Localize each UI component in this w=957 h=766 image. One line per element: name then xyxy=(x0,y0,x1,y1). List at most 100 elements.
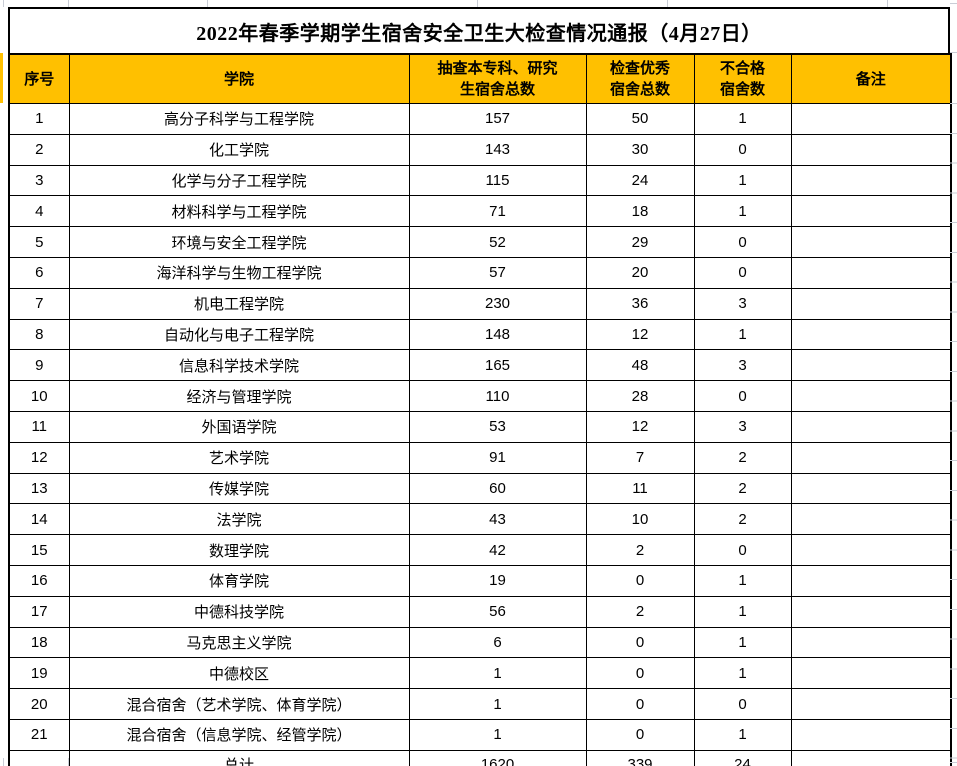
cell-college: 法学院 xyxy=(68,503,410,536)
cell-remark xyxy=(790,564,952,597)
cell-checked: 42 xyxy=(408,534,587,566)
cell-college: 信息科学技术学院 xyxy=(68,349,410,382)
cell-failed: 0 xyxy=(693,688,792,720)
cell-checked: 6 xyxy=(408,626,587,659)
cell-excellent: 0 xyxy=(585,564,695,597)
cell-failed: 1 xyxy=(693,626,792,659)
cell-checked: 148 xyxy=(408,318,587,351)
cell-college: 化学与分子工程学院 xyxy=(68,164,410,197)
cell-checked: 157 xyxy=(408,103,587,135)
cell-no: 16 xyxy=(8,564,70,597)
cell-checked: 56 xyxy=(408,595,587,628)
cell-no: 10 xyxy=(8,380,70,412)
cell-checked: 1 xyxy=(408,657,587,690)
cell-college: 艺术学院 xyxy=(68,441,410,474)
cell-failed: 1 xyxy=(693,718,792,751)
cell-excellent: 50 xyxy=(585,103,695,135)
header-cell-remark: 备注 xyxy=(790,53,952,104)
header-row: 序号 学院 抽查本专科、研究 生宿舍总数 检查优秀 宿舍总数 不合格 宿舍数 备… xyxy=(8,53,952,104)
gridline-tick xyxy=(950,762,957,763)
cell-excellent: 7 xyxy=(585,441,695,474)
header-cell-checked: 抽查本专科、研究 生宿舍总数 xyxy=(408,53,587,104)
header-cell-failed: 不合格 宿舍数 xyxy=(693,53,792,104)
cell-remark xyxy=(790,626,952,659)
cell-remark xyxy=(790,349,952,382)
cell-remark xyxy=(790,595,952,628)
table-row: 13 传媒学院 60 11 2 xyxy=(8,472,952,505)
table-row: 15 数理学院 42 2 0 xyxy=(8,534,952,566)
table-row: 20 混合宿舍（艺术学院、体育学院） 1 0 0 xyxy=(8,688,952,720)
cell-remark xyxy=(790,534,952,566)
cell-college: 马克思主义学院 xyxy=(68,626,410,659)
cell-remark xyxy=(790,195,952,228)
cell-no: 2 xyxy=(8,133,70,166)
gridline-tick xyxy=(68,0,69,7)
cell-no: 5 xyxy=(8,226,70,258)
cell-college: 数理学院 xyxy=(68,534,410,566)
table-row: 5 环境与安全工程学院 52 29 0 xyxy=(8,226,952,258)
cell-checked: 1 xyxy=(408,688,587,720)
cell-college: 高分子科学与工程学院 xyxy=(68,103,410,135)
cell-checked: 115 xyxy=(408,164,587,197)
gridline-tick xyxy=(477,0,478,7)
cell-no: 13 xyxy=(8,472,70,505)
gridline-tick xyxy=(950,3,957,4)
header-cell-excellent: 检查优秀 宿舍总数 xyxy=(585,53,695,104)
header-row-sliver xyxy=(0,53,3,103)
cell-college: 中德科技学院 xyxy=(68,595,410,628)
table-row: 10 经济与管理学院 110 28 0 xyxy=(8,380,952,412)
gridline-tick xyxy=(667,0,668,7)
table-row: 14 法学院 43 10 2 xyxy=(8,503,952,536)
table-row: 12 艺术学院 91 7 2 xyxy=(8,441,952,474)
cell-no: 18 xyxy=(8,626,70,659)
table-row: 17 中德科技学院 56 2 1 xyxy=(8,595,952,628)
cell-college: 海洋科学与生物工程学院 xyxy=(68,256,410,289)
cell-college: 体育学院 xyxy=(68,564,410,597)
cell-no: 20 xyxy=(8,688,70,720)
cell-excellent: 28 xyxy=(585,380,695,412)
cell-remark xyxy=(790,164,952,197)
cell-remark xyxy=(790,380,952,412)
total-cell-failed: 24 xyxy=(693,749,792,766)
cell-checked: 230 xyxy=(408,287,587,320)
table-row: 11 外国语学院 53 12 3 xyxy=(8,410,952,443)
total-cell-checked: 1620 xyxy=(408,749,587,766)
cell-no: 3 xyxy=(8,164,70,197)
cell-remark xyxy=(790,688,952,720)
cell-excellent: 20 xyxy=(585,256,695,289)
cell-excellent: 29 xyxy=(585,226,695,258)
total-cell-label: 总计 xyxy=(68,749,410,766)
cell-remark xyxy=(790,133,952,166)
cell-excellent: 0 xyxy=(585,657,695,690)
cell-no: 17 xyxy=(8,595,70,628)
cell-no: 9 xyxy=(8,349,70,382)
cell-excellent: 11 xyxy=(585,472,695,505)
cell-college: 传媒学院 xyxy=(68,472,410,505)
cell-excellent: 48 xyxy=(585,349,695,382)
cell-checked: 1 xyxy=(408,718,587,751)
cell-excellent: 2 xyxy=(585,534,695,566)
cell-no: 6 xyxy=(8,256,70,289)
gridline-tick xyxy=(207,0,208,7)
cell-excellent: 36 xyxy=(585,287,695,320)
cell-excellent: 10 xyxy=(585,503,695,536)
cell-failed: 0 xyxy=(693,226,792,258)
cell-excellent: 0 xyxy=(585,626,695,659)
table-row: 1 高分子科学与工程学院 157 50 1 xyxy=(8,103,952,135)
cell-checked: 143 xyxy=(408,133,587,166)
header-cell-no: 序号 xyxy=(8,53,70,104)
total-cell-remark xyxy=(790,749,952,766)
total-row: 总计 1620 339 24 xyxy=(8,749,952,766)
gridline-tick xyxy=(887,0,888,7)
cell-remark xyxy=(790,410,952,443)
cell-no: 19 xyxy=(8,657,70,690)
cell-checked: 19 xyxy=(408,564,587,597)
table-header: 序号 学院 抽查本专科、研究 生宿舍总数 检查优秀 宿舍总数 不合格 宿舍数 备… xyxy=(8,53,952,104)
cell-failed: 2 xyxy=(693,472,792,505)
table-row: 18 马克思主义学院 6 0 1 xyxy=(8,626,952,659)
cell-college: 环境与安全工程学院 xyxy=(68,226,410,258)
table-row: 16 体育学院 19 0 1 xyxy=(8,564,952,597)
report-title-cell: 2022年春季学期学生宿舍安全卫生大检查情况通报（4月27日） xyxy=(8,7,950,53)
cell-remark xyxy=(790,226,952,258)
